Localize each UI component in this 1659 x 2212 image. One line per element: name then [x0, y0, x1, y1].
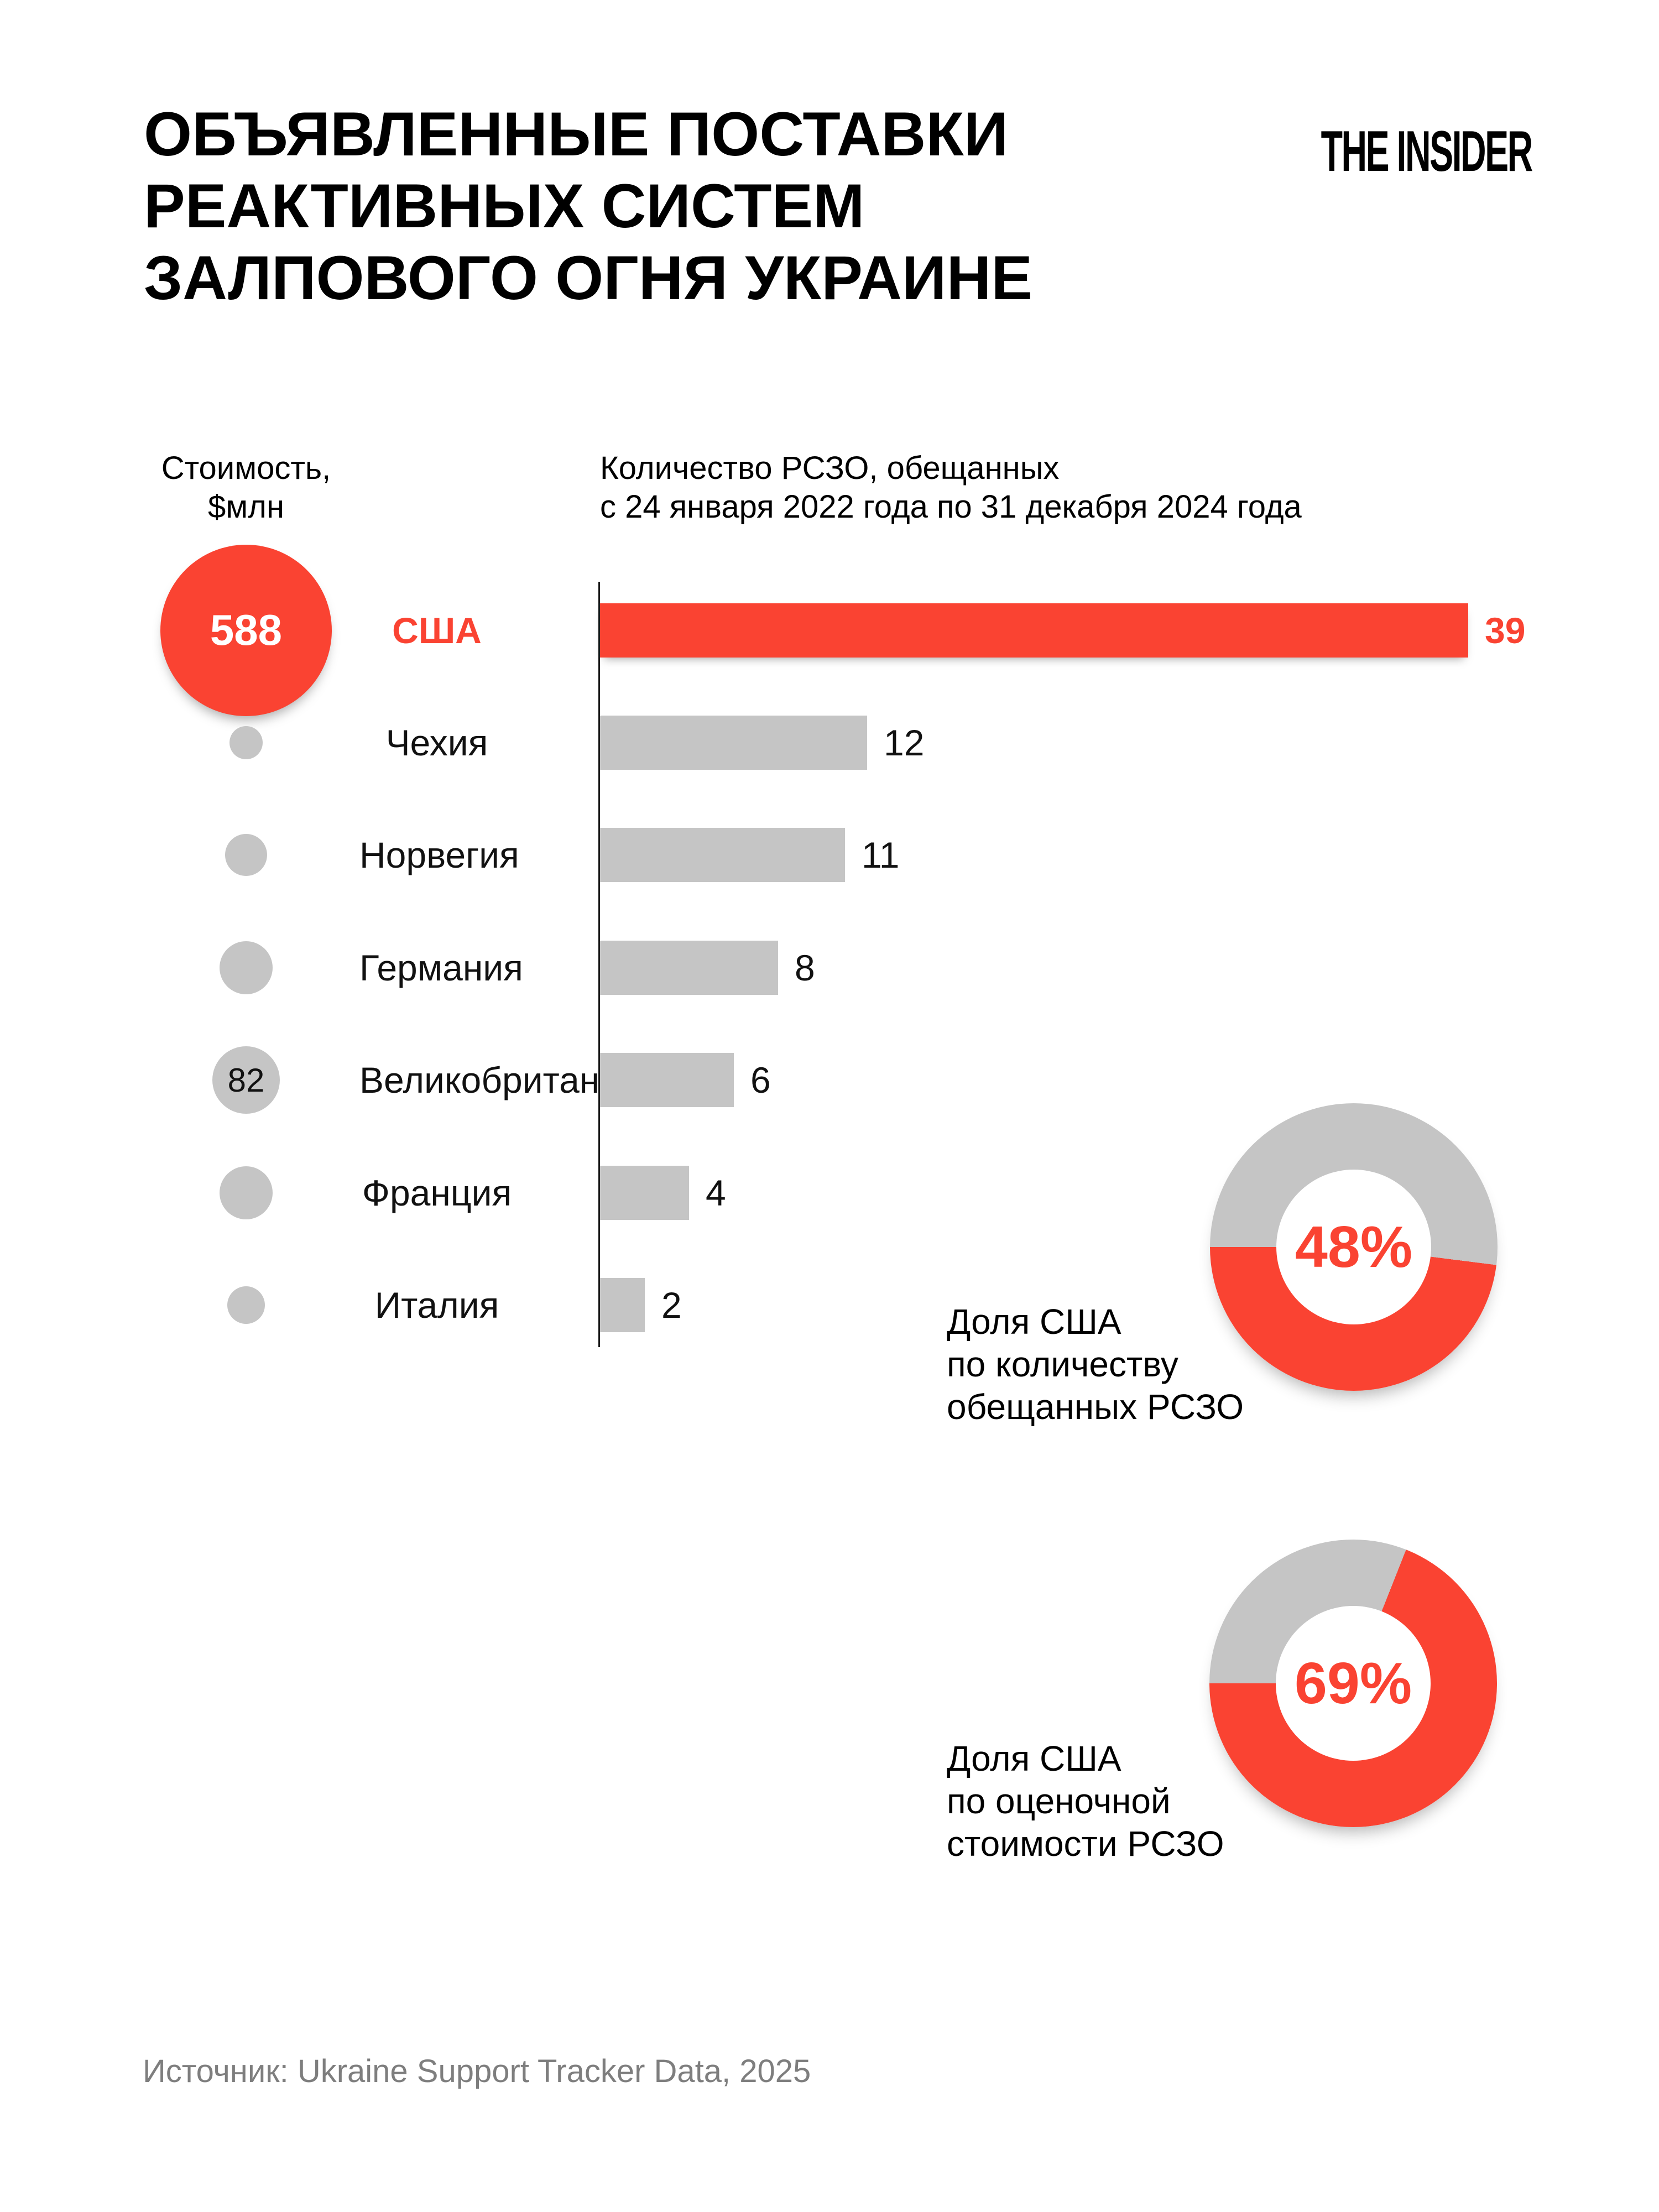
page-title-line: ОБЪЯВЛЕННЫЕ ПОСТАВКИ	[144, 100, 1009, 169]
donut-caption-line: обещанных РСЗО	[947, 1387, 1244, 1427]
bar-chart-header-line: с 24 января 2022 года по 31 декабря 2024…	[600, 489, 1302, 525]
donut-chart-usa-share-count: 48%	[1210, 1103, 1498, 1391]
source-credit: Источник: Ukraine Support Tracker Data, …	[143, 2053, 811, 2089]
donut-caption-line: по оценочной	[947, 1781, 1171, 1821]
bar-value-label: 2	[661, 1285, 682, 1326]
bar-italy	[600, 1278, 645, 1333]
cost-column-header-line: $млн	[207, 489, 284, 525]
donut-chart-usa-share-cost: 69%	[1209, 1540, 1497, 1827]
country-label: Норвегия	[359, 834, 519, 876]
cost-column-header-line: Стоимость,	[161, 450, 331, 486]
bar-value-label: 6	[750, 1060, 771, 1101]
bar-norway	[600, 828, 845, 883]
bar-germany	[600, 940, 778, 995]
cost-dot	[229, 726, 263, 760]
bar-france	[600, 1165, 689, 1220]
brand-logo-text: THE INSIDER	[1321, 119, 1533, 184]
donut-caption-count: Доля США по количеству обещанных РСЗО	[947, 1301, 1244, 1428]
cost-dot	[225, 834, 267, 877]
cost-dot	[220, 1166, 273, 1219]
bar-czechia	[600, 716, 867, 770]
chart-row-uk: 82 Великобритания 6	[0, 1024, 1659, 1136]
bar-value-label: 39	[1485, 609, 1526, 651]
chart-row-norway: Норвегия 11	[0, 799, 1659, 911]
country-label: Великобритания	[359, 1060, 640, 1101]
bar-value-label: 4	[706, 1172, 726, 1213]
cost-column-header: Стоимость, $млн	[130, 449, 362, 526]
donut-caption-line: стоимости РСЗО	[947, 1824, 1224, 1864]
page-title: ОБЪЯВЛЕННЫЕ ПОСТАВКИ РЕАКТИВНЫХ СИСТЕМ З…	[144, 98, 1032, 314]
donut-caption-line: Доля США	[947, 1739, 1121, 1778]
chart-row-france: Франция 4	[0, 1136, 1659, 1249]
cost-dot-value: 82	[227, 1061, 265, 1099]
chart-row-usa: 588 США 39	[0, 544, 1659, 716]
donut-percent-label: 69%	[1294, 1650, 1412, 1716]
country-label: Франция	[362, 1172, 512, 1213]
cost-dot: 588	[160, 544, 332, 716]
country-label: США	[392, 609, 482, 651]
bar-chart-axis-line	[598, 582, 600, 1347]
donut-hole	[1276, 1170, 1431, 1324]
bar-value-label: 8	[795, 947, 815, 988]
bar-chart-header-line: Количество РСЗО, обещанных	[600, 450, 1060, 486]
donut-caption-cost: Доля США по оценочной стоимости РСЗО	[947, 1738, 1224, 1865]
bar-usa	[600, 603, 1468, 658]
donut-percent-label: 48%	[1295, 1214, 1413, 1280]
country-label: Чехия	[385, 722, 488, 764]
chart-row-czechia: Чехия 12	[0, 686, 1659, 799]
bar-chart-header: Количество РСЗО, обещанных с 24 января 2…	[600, 449, 1302, 526]
donut-caption-line: по количеству	[947, 1344, 1178, 1384]
country-label: Германия	[359, 947, 523, 988]
page-title-line: ЗАЛПОВОГО ОГНЯ УКРАИНЕ	[144, 243, 1033, 312]
bar-value-label: 12	[884, 722, 925, 764]
bar-uk	[600, 1053, 734, 1108]
bar-chart-rows: 588 США 39 Чехия 12 Норвегия	[0, 544, 1659, 1361]
cost-dot	[220, 941, 273, 994]
page-title-line: РЕАКТИВНЫХ СИСТЕМ	[144, 171, 865, 241]
cost-dot-value: 588	[210, 606, 283, 655]
bar-value-label: 11	[862, 834, 900, 876]
cost-dot: 82	[212, 1046, 280, 1114]
brand-logo: THE INSIDER	[1192, 119, 1533, 184]
chart-row-italy: Италия 2	[0, 1249, 1659, 1361]
donut-hole	[1276, 1606, 1431, 1761]
country-label: Италия	[374, 1285, 499, 1326]
donut-caption-line: Доля США	[947, 1302, 1121, 1342]
chart-row-germany: Германия 8	[0, 911, 1659, 1024]
cost-dot	[227, 1286, 265, 1324]
